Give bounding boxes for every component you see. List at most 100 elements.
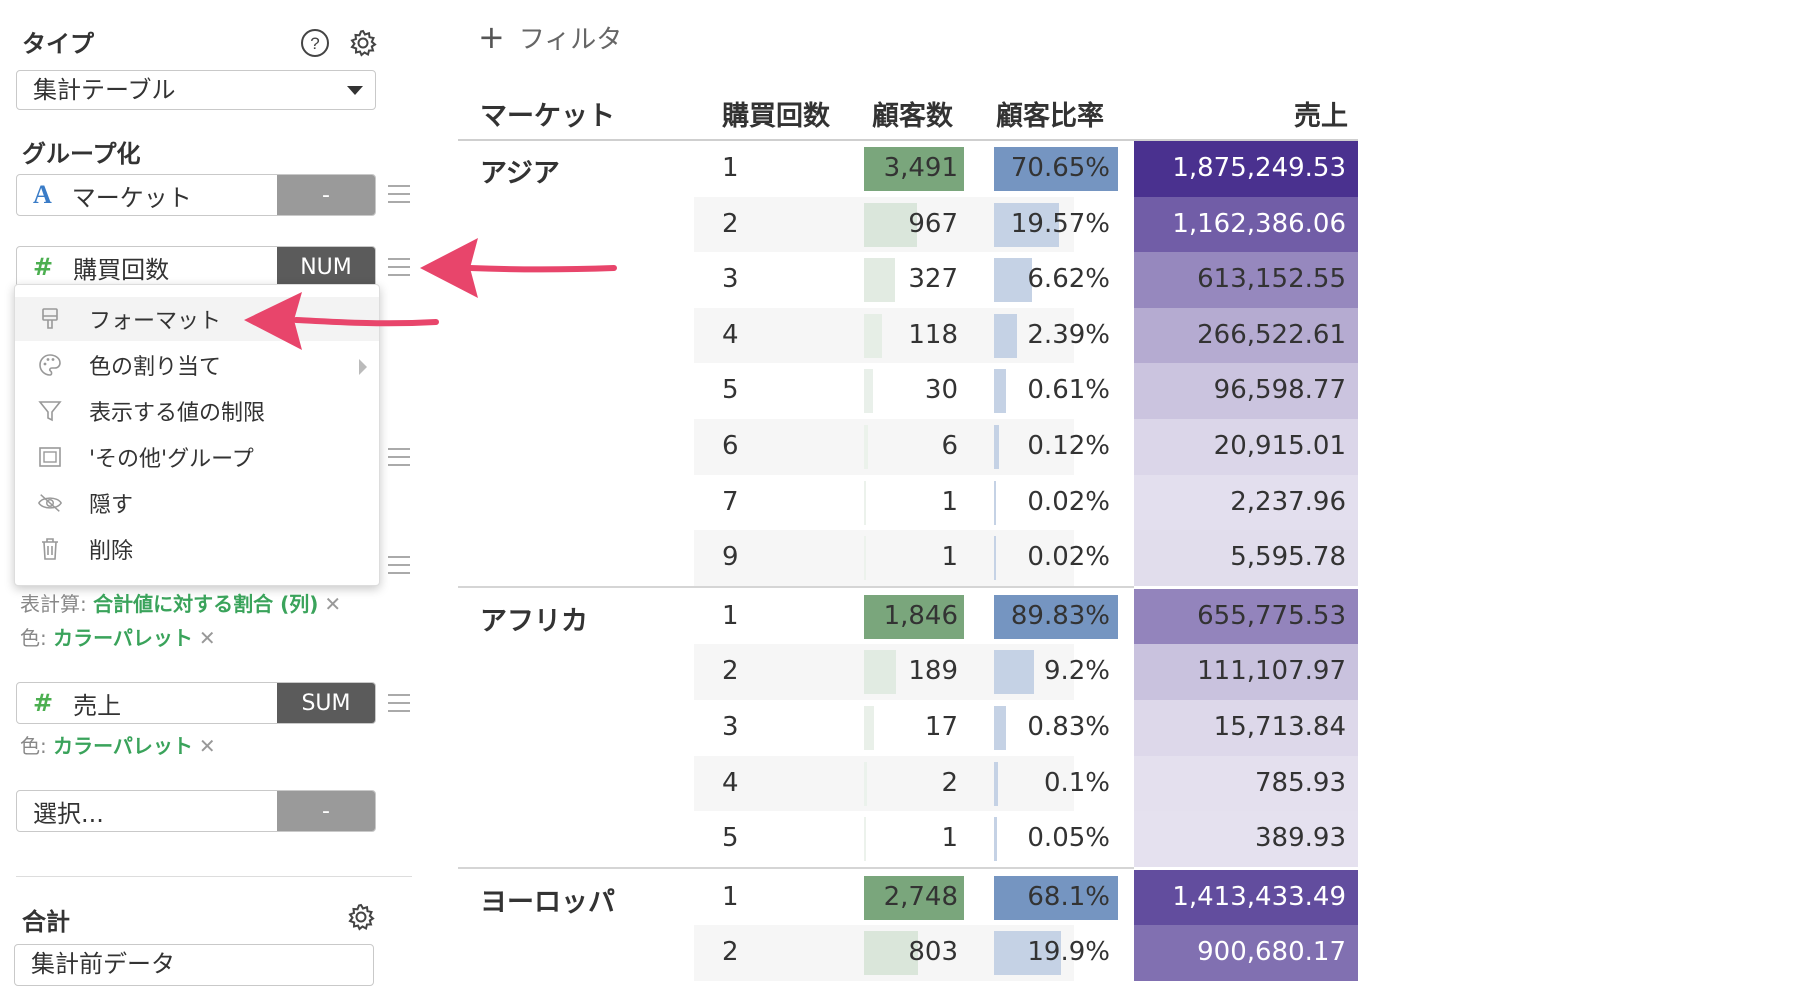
help-icon[interactable]: ? [300,28,330,58]
menu-item-other-group[interactable]: 'その他'グループ [15,435,379,479]
menu-icon[interactable] [388,258,410,276]
cell-customer-ratio[interactable]: 0.61% [1027,375,1110,406]
group-name-market[interactable]: アフリカ [480,605,588,637]
cell-customer-count[interactable]: 2,748 [883,881,958,912]
bar-customer-count [864,369,874,414]
cell-sales[interactable]: 655,775.53 [1197,600,1346,631]
type-select-value: 集計テーブル [33,76,176,104]
cell-customer-count[interactable]: 327 [908,264,958,295]
cell-customer-ratio[interactable]: 89.83% [1010,600,1110,631]
group-dimension-purchase-count-type[interactable]: NUM [277,247,375,287]
value-select-type[interactable]: - [277,791,375,831]
cell-sales[interactable]: 785.93 [1255,767,1346,798]
eye-slash-icon [37,490,63,516]
cell-customer-count[interactable]: 3,491 [883,153,958,183]
cell-customer-ratio[interactable]: 0.02% [1027,486,1110,517]
value-sales[interactable]: # 売上 SUM [16,682,376,724]
cell-customer-count[interactable]: 1 [941,823,958,854]
gear-icon[interactable] [348,28,378,58]
cell-sales[interactable]: 1,162,386.06 [1172,208,1346,239]
cell-customer-ratio[interactable]: 0.05% [1027,823,1110,854]
group-dimension-purchase-count[interactable]: # 購買回数 NUM [16,246,376,288]
color-palette-value[interactable]: カラーパレット [53,626,193,650]
menu-item-value-limit[interactable]: 表示する値の制限 [15,389,379,433]
bar-customer-ratio [994,817,997,862]
cell-sales[interactable]: 1,875,249.53 [1172,153,1346,183]
number-type-icon: # [33,689,54,717]
cell-customer-count[interactable]: 1 [941,486,958,517]
cell-customer-ratio[interactable]: 19.57% [1010,208,1110,239]
row-stripe [694,530,1074,586]
cell-customer-ratio[interactable]: 2.39% [1027,319,1110,350]
group-dimension-market[interactable]: A マーケット - [16,174,376,216]
header-sales[interactable]: 売上 [1294,101,1348,132]
cell-customer-count[interactable]: 118 [908,319,958,350]
value-sales-aggregate[interactable]: SUM [277,683,375,723]
bar-customer-ratio [994,258,1032,303]
cell-sales[interactable]: 2,237.96 [1230,486,1346,517]
cell-sales[interactable]: 15,713.84 [1213,712,1346,742]
total-select[interactable]: 集計前データ [14,944,374,986]
menu-icon[interactable] [388,185,410,203]
cell-customer-ratio[interactable]: 68.1% [1027,881,1110,912]
cell-customer-ratio[interactable]: 6.62% [1027,264,1110,295]
cell-sales[interactable]: 266,522.61 [1197,319,1346,350]
cell-customer-ratio[interactable]: 0.1% [1043,767,1110,798]
menu-item-hide[interactable]: 隠す [15,481,379,525]
table-calc-value[interactable]: 合計値に対する割合 (列) [93,592,319,616]
group-name-market[interactable]: アジア [480,158,560,189]
cell-sales[interactable]: 1,413,433.49 [1172,881,1346,912]
group-name-market[interactable]: ヨーロッパ [480,886,615,918]
cell-customer-ratio[interactable]: 0.02% [1027,542,1110,573]
cell-customer-count[interactable]: 189 [908,656,958,687]
bar-customer-ratio [994,931,1062,976]
gear-icon[interactable] [346,902,376,932]
color-palette-value[interactable]: カラーパレット [53,734,193,758]
table-calc-setting: 表計算: 合計値に対する割合 (列) ✕ [20,592,342,616]
cell-customer-count[interactable]: 967 [908,208,958,239]
type-select[interactable]: 集計テーブル [16,70,376,110]
bar-customer-count [864,761,868,806]
cell-sales[interactable]: 389.93 [1255,823,1346,854]
header-purchase-count[interactable]: 購買回数 [722,101,830,132]
remove-calc-icon[interactable]: ✕ [324,592,342,616]
cell-sales[interactable]: 111,107.97 [1197,656,1346,687]
cell-customer-count[interactable]: 1 [941,542,958,573]
remove-color-icon[interactable]: ✕ [198,734,216,758]
cell-customer-ratio[interactable]: 19.9% [1027,937,1110,968]
cell-sales[interactable]: 20,915.01 [1213,431,1346,461]
cell-sales[interactable]: 5,595.78 [1230,542,1346,573]
value-select[interactable]: 選択... - [16,790,376,832]
cell-customer-count[interactable]: 17 [924,712,958,742]
cell-sales[interactable]: 900,680.17 [1197,937,1346,968]
add-filter-button[interactable]: + フィルタ [478,18,623,56]
bar-customer-ratio [994,706,1006,750]
cell-customer-count[interactable]: 803 [908,937,958,968]
cell-customer-count[interactable]: 1,846 [883,600,958,631]
cell-customer-count[interactable]: 30 [924,375,958,406]
cell-sales[interactable]: 96,598.77 [1213,375,1346,406]
remove-color-icon[interactable]: ✕ [198,626,216,650]
cell-customer-ratio[interactable]: 0.83% [1027,712,1110,742]
context-menu: フォーマット 色の割り当て 表示する値の制限 'その他'グループ 隠す [14,284,380,586]
menu-icon[interactable] [388,556,410,574]
bar-customer-count [864,875,964,920]
cell-customer-count[interactable]: 2 [941,767,958,798]
menu-item-delete[interactable]: 削除 [15,527,379,571]
bar-customer-count [864,147,964,191]
menu-item-color-assignment[interactable]: 色の割り当て [15,343,379,387]
cell-sales[interactable]: 613,152.55 [1197,264,1346,295]
header-market[interactable]: マーケット [480,101,615,132]
menu-icon[interactable] [388,694,410,712]
cell-customer-ratio[interactable]: 9.2% [1043,656,1110,687]
header-customer-ratio[interactable]: 顧客比率 [996,101,1104,132]
menu-item-format[interactable]: フォーマット [15,297,379,341]
cell-customer-count[interactable]: 6 [941,431,958,461]
cell-customer-ratio[interactable]: 70.65% [1010,153,1110,183]
menu-icon[interactable] [388,448,410,466]
group-dimension-market-type[interactable]: - [277,175,375,215]
header-customer-count[interactable]: 顧客数 [872,101,953,132]
group-dimension-market-label: A マーケット [33,180,192,212]
cell-customer-ratio[interactable]: 0.12% [1027,431,1110,461]
bg-sales [1134,307,1358,364]
